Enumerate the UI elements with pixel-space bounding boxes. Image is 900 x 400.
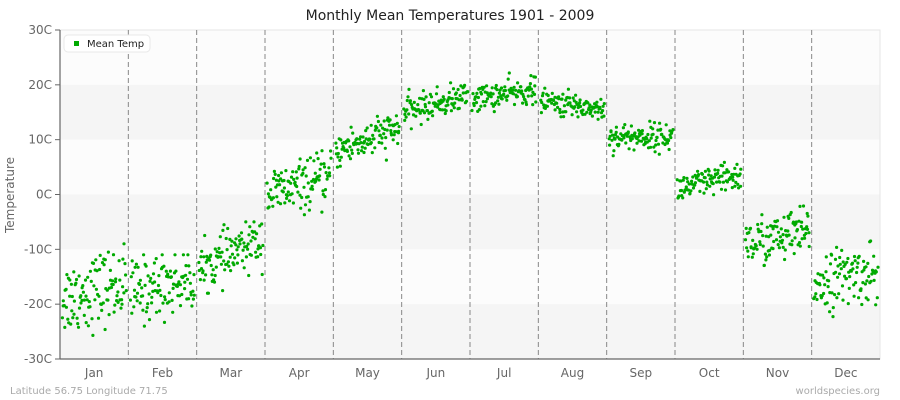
x-tick-label: Aug xyxy=(561,366,584,380)
x-tick-label: May xyxy=(355,366,380,380)
x-tick-label: Jul xyxy=(496,366,511,380)
y-tick-label: -20C xyxy=(24,297,52,311)
location-label: Latitude 56.75 Longitude 71.75 xyxy=(10,386,168,397)
y-axis-label: Temperature xyxy=(3,157,17,234)
x-tick-label: Mar xyxy=(220,366,243,380)
x-axis-ticks: Jan Feb Mar Apr May Jun Jul Aug Sep Oct Nov Dec xyxy=(84,366,858,380)
x-tick-label: Sep xyxy=(630,366,653,380)
y-tick-label: 10C xyxy=(28,133,52,147)
legend-label: Mean Temp xyxy=(87,39,144,50)
legend-box xyxy=(63,34,151,53)
legend-swatch-icon xyxy=(74,41,79,46)
y-tick-label: -10C xyxy=(24,242,52,256)
y-tick-label: -30C xyxy=(24,352,52,366)
chart-title: Monthly Mean Temperatures 1901 - 2009 xyxy=(306,8,595,24)
x-tick-label: Jan xyxy=(84,366,104,380)
legend: Mean Temp xyxy=(63,34,151,53)
x-tick-label: Jun xyxy=(425,366,445,380)
month-dividers xyxy=(127,30,813,359)
x-tick-label: Feb xyxy=(152,366,173,380)
x-tick-label: Apr xyxy=(289,366,310,380)
y-axis-ticks: 30C 20C 10C 0C -10C -20C -30C xyxy=(24,23,60,366)
x-tick-label: Nov xyxy=(766,366,789,380)
source-label: worldspecies.org xyxy=(796,386,880,397)
data-points xyxy=(60,71,880,337)
x-tick-label: Oct xyxy=(699,366,720,380)
y-tick-label: 0C xyxy=(36,188,52,202)
y-tick-label: 30C xyxy=(28,23,52,37)
y-tick-label: 20C xyxy=(28,78,52,92)
x-tick-label: Dec xyxy=(834,366,857,380)
